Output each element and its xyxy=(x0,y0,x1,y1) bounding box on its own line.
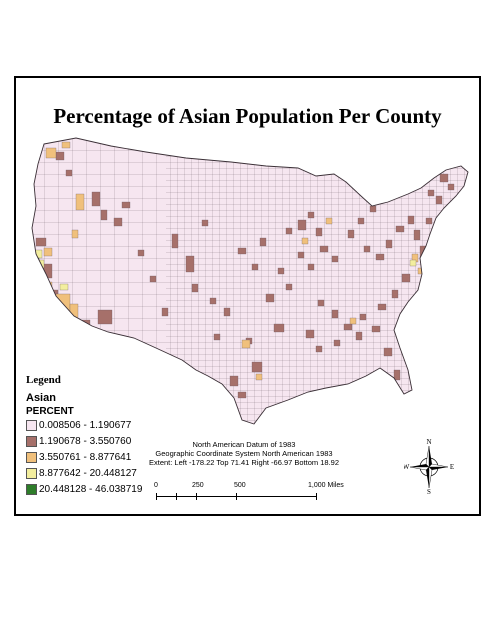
extent-text: Extent: Left -178.22 Top 71.41 Right -66… xyxy=(149,458,339,467)
legend-title: Legend xyxy=(26,374,61,386)
class-2-counties xyxy=(35,151,455,399)
legend-swatch xyxy=(26,451,37,463)
scale-label-250: 250 xyxy=(192,482,204,489)
legend-class-label: 8.877642 - 20.448127 xyxy=(39,467,137,479)
legend-layer-name: Asian xyxy=(26,392,56,404)
legend-swatch xyxy=(26,483,37,495)
legend-class-label: 0.008506 - 1.190677 xyxy=(39,419,132,431)
legend-class-4: 8.877642 - 20.448127 xyxy=(26,465,142,481)
compass-w: W xyxy=(404,463,410,471)
coord-system-text: Geographic Coordinate System North Ameri… xyxy=(155,449,333,458)
legend-classes: 0.008506 - 1.190677 1.190678 - 3.550760 3.… xyxy=(26,417,142,497)
legend-swatch xyxy=(26,435,37,447)
scale-label-0: 0 xyxy=(154,482,158,489)
compass-e: E xyxy=(450,463,454,471)
legend-class-label: 20.448128 - 46.038719 xyxy=(39,483,143,495)
legend-swatch xyxy=(26,467,37,479)
scale-tick xyxy=(196,493,197,500)
scale-label-1000: 1,000 Miles xyxy=(308,482,344,489)
legend-class-label: 3.550761 - 8.877641 xyxy=(39,451,132,463)
legend-class-3: 3.550761 - 8.877641 xyxy=(26,449,142,465)
map-title: Percentage of Asian Population Per Count… xyxy=(53,104,442,128)
compass-s: S xyxy=(427,488,431,496)
legend-class-5: 20.448128 - 46.038719 xyxy=(26,481,142,497)
map-legend: Legend Asian PERCENT 0.008506 - 1.190677… xyxy=(26,374,142,497)
us-county-map xyxy=(31,137,469,425)
scale-bar: 0 250 500 1,000 Miles xyxy=(154,482,356,512)
scale-tick xyxy=(236,493,237,500)
map-layout-frame: Percentage of Asian Population Per Count… xyxy=(14,76,481,516)
projection-info: North American Datum of 1983 Geographic … xyxy=(144,440,344,467)
compass-n: N xyxy=(426,438,431,446)
legend-field-name: PERCENT xyxy=(26,406,74,417)
scale-tick xyxy=(156,493,157,500)
legend-class-1: 0.008506 - 1.190677 xyxy=(26,417,142,433)
legend-class-2: 1.190678 - 3.550760 xyxy=(26,433,142,449)
scale-label-500: 500 xyxy=(234,482,246,489)
legend-class-label: 1.190678 - 3.550760 xyxy=(39,435,132,447)
legend-swatch xyxy=(26,419,37,431)
scale-tick xyxy=(176,493,177,500)
north-arrow-compass-icon: N S W E xyxy=(404,438,454,496)
datum-text: North American Datum of 1983 xyxy=(192,440,296,449)
scale-tick xyxy=(316,493,317,500)
